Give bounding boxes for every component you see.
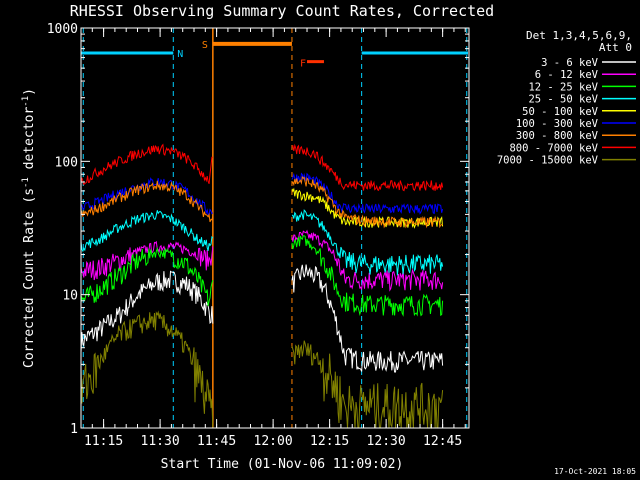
y-tick-label: 1000 bbox=[47, 22, 78, 37]
legend-entry-label: 7000 - 15000 keV bbox=[497, 155, 599, 167]
x-tick-label: 12:00 bbox=[254, 434, 293, 449]
y-axis-label-end: ) bbox=[22, 88, 37, 96]
x-tick-label: 12:15 bbox=[310, 434, 349, 449]
legend-entry-label: 50 - 100 keV bbox=[522, 106, 599, 118]
legend-entry-label: 100 - 300 keV bbox=[516, 118, 599, 130]
y-axis-label-mid: detector bbox=[22, 107, 37, 178]
series-line-2 bbox=[291, 229, 444, 292]
series-line-2 bbox=[80, 240, 214, 281]
y-axis-label-sup-1: -1 bbox=[21, 177, 31, 188]
legend-entry-label: 300 - 800 keV bbox=[516, 130, 599, 142]
y-tick-label: 100 bbox=[55, 155, 78, 170]
legend-subtitle: Att 0 bbox=[599, 41, 632, 54]
series-line-9 bbox=[291, 340, 444, 430]
legend-title: Det 1,3,4,5,6,9, bbox=[526, 29, 632, 42]
series-line-7 bbox=[80, 180, 214, 223]
x-axis: 11:15 11:30 11:45 12:00 12:15 12:30 12:45 bbox=[80, 28, 466, 449]
series-line-8 bbox=[80, 143, 213, 186]
y-tick-label: 10 bbox=[62, 289, 78, 304]
y-axis-label: Corrected Count Rate (s-1 detector-1) bbox=[21, 88, 37, 368]
y-tick-label: 1 bbox=[70, 422, 78, 437]
series-line-9 bbox=[80, 310, 214, 429]
plot-layer: N S F bbox=[80, 28, 468, 430]
x-tick-label: 12:30 bbox=[367, 434, 406, 449]
night-label: N bbox=[177, 49, 183, 60]
y-axis-label-sup-2: -1 bbox=[21, 96, 31, 107]
x-axis-label: Start Time (01-Nov-06 11:09:02) bbox=[161, 457, 404, 472]
x-tick-label: 11:30 bbox=[141, 434, 180, 449]
series-line-6 bbox=[291, 172, 444, 215]
series-line-4 bbox=[80, 210, 214, 253]
saa-label: S bbox=[202, 40, 208, 51]
x-tick-label: 12:45 bbox=[423, 434, 462, 449]
series-line-8 bbox=[291, 143, 444, 192]
legend-entry-label: 3 - 6 keV bbox=[541, 57, 599, 69]
x-tick-label: 11:15 bbox=[84, 434, 123, 449]
series-line-1 bbox=[80, 270, 214, 353]
plot-timestamp: 17-Oct-2021 18:05 bbox=[554, 467, 636, 476]
series-line-3 bbox=[291, 235, 444, 317]
legend-entry-label: 12 - 25 keV bbox=[528, 81, 598, 93]
x-tick-label: 11:45 bbox=[197, 434, 236, 449]
legend-entry-label: 800 - 7000 keV bbox=[509, 142, 598, 154]
legend-entry-label: 25 - 50 keV bbox=[528, 94, 598, 106]
series-line-1 bbox=[291, 264, 444, 373]
series-line-3 bbox=[80, 246, 214, 307]
flare-label: F bbox=[300, 59, 306, 70]
series-line-4 bbox=[291, 209, 444, 276]
y-axis: 1 10 100 1000 bbox=[47, 22, 469, 437]
chart-title: RHESSI Observing Summary Count Rates, Co… bbox=[70, 2, 494, 20]
series-line-7 bbox=[291, 175, 443, 229]
y-axis-label-main: Corrected Count Rate (s bbox=[22, 188, 37, 368]
plot-frame bbox=[80, 27, 470, 429]
legend-entry-label: 6 - 12 keV bbox=[535, 69, 599, 81]
